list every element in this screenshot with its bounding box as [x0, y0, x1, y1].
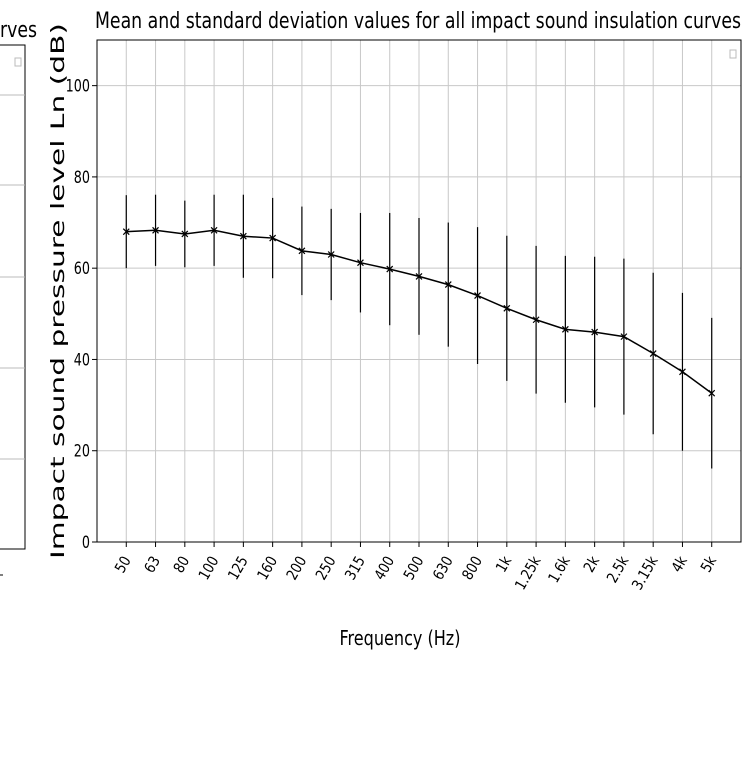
y-tick-label: 100: [66, 76, 90, 96]
x-tick-label: 80: [171, 554, 194, 577]
x-tick-label: 4k: [669, 553, 692, 576]
mean-marker: [122, 228, 130, 236]
mean-marker: [474, 292, 481, 299]
mean-marker: [210, 226, 218, 234]
x-tick-label: 1.25k: [512, 553, 545, 593]
x-tick-label: 2k: [581, 553, 604, 576]
mean-marker: [649, 350, 657, 357]
x-tick-label: 200: [284, 554, 311, 584]
y-tick-label: 80: [74, 167, 90, 187]
y-axis-label: Impact sound pressure level Ln (dB): [47, 23, 69, 559]
mean-marker: [679, 368, 686, 376]
mean-marker: [269, 234, 277, 242]
x-tick-label: 315: [342, 554, 369, 584]
x-tick-label: 3.15k: [629, 553, 662, 593]
mean-marker: [152, 226, 159, 234]
x-tick-label: 50: [112, 554, 135, 577]
plot-frame: [96, 39, 742, 543]
neighbor-grid: [0, 94, 25, 460]
mean-marker: [708, 389, 716, 397]
mean-marker: [561, 325, 569, 333]
x-tick-label: 125: [225, 554, 252, 584]
mean-marker: [239, 232, 247, 240]
mean-marker: [357, 259, 364, 267]
x-tick-label: 63: [141, 554, 164, 577]
x-tick-label: 5k: [698, 553, 721, 576]
mean-marker: [298, 247, 306, 255]
x-tick-label: 2.5k: [604, 553, 633, 586]
x-tick-label: 100: [196, 554, 223, 584]
mean-marker: [444, 281, 452, 289]
y-tick-label: 40: [74, 350, 90, 370]
mean-marker: [591, 328, 599, 336]
x-tick-label: 400: [371, 554, 398, 584]
mean-marker: [415, 272, 423, 280]
mean-marker: [386, 265, 394, 273]
x-tick-label: 800: [459, 554, 486, 584]
mean-marker: [503, 304, 511, 312]
y-tick-label: 0: [82, 532, 90, 552]
x-tick-label: 160: [254, 554, 281, 584]
x-tick-label: 250: [313, 554, 340, 584]
mean-marker: [327, 251, 335, 258]
x-tick-label: 500: [401, 554, 428, 584]
mean-marker: [620, 333, 628, 341]
mean-marker: [181, 230, 189, 238]
x-axis-label: Frequency (Hz): [340, 626, 461, 650]
legend-box: [729, 49, 737, 59]
y-tick-label: 60: [74, 258, 90, 278]
x-tick-label: 1k: [493, 553, 516, 576]
neighbor-plot-frame: [0, 44, 26, 550]
y-tick-label: 20: [74, 441, 90, 461]
x-tick-label: 1.6k: [545, 553, 574, 586]
mean-marker: [532, 316, 540, 324]
neighbor-title: rves: [0, 18, 37, 43]
chart-title: Mean and standard deviation values for a…: [95, 9, 741, 34]
neighbor-legend: [14, 57, 22, 67]
x-tick-label: 630: [430, 554, 457, 584]
